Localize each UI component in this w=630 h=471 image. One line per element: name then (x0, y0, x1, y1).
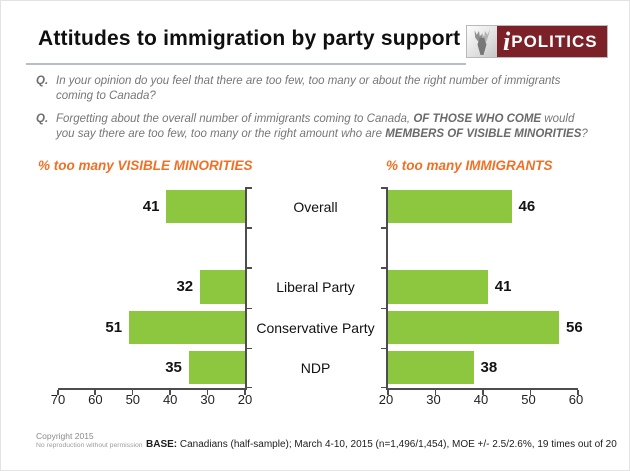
category-axis-tick (247, 227, 252, 229)
question-1: Q. In your opinion do you feel that ther… (36, 74, 591, 104)
category-label-conservative-party: Conservative Party (256, 319, 375, 336)
value-axis-tick (94, 390, 96, 395)
axis-tick-label: 70 (50, 392, 66, 407)
value-axis-tick (529, 390, 531, 395)
axis-tick-label: 60 (568, 392, 584, 407)
bar-value-label: 41 (494, 278, 512, 296)
survey-questions: Q. In your opinion do you feel that ther… (36, 74, 591, 150)
value-axis-tick (434, 390, 436, 395)
value-axis-tick (387, 390, 389, 395)
axis-tick-label: 40 (473, 392, 489, 407)
category-axis-tick (247, 187, 252, 189)
question-2-label: Q. (36, 113, 49, 125)
question-1-label: Q. (36, 75, 49, 87)
axis-tick-label: 50 (125, 392, 141, 407)
copyright-line1: Copyright 2015 (36, 431, 94, 441)
category-axis-tick (381, 307, 386, 310)
category-axis-tick (381, 227, 386, 229)
bar-ndp (188, 350, 245, 384)
bar-value-label: 38 (480, 358, 498, 376)
copyright-note: Copyright 2015 No reproduction without p… (36, 431, 143, 450)
immigrants-chart: 46 41 56 38 (381, 187, 583, 395)
moose-icon (467, 26, 497, 57)
question-2: Q. Forgetting about the overall number o… (36, 112, 591, 142)
header-divider (26, 63, 466, 65)
logo-wordmark: i POLITICS (497, 26, 607, 57)
category-label-liberal-party: Liberal Party (276, 279, 355, 296)
left-chart-title: % too many VISIBLE MINORITIES (38, 158, 253, 173)
category-label-overall: Overall (293, 199, 338, 215)
value-axis-tick (206, 390, 209, 395)
axis-tick-label: 20 (237, 392, 253, 407)
bar-value-label: 56 (566, 318, 583, 336)
right-chart-title: % too many IMMIGRANTS (386, 158, 553, 173)
right-axis-ticklabels: 20 30 40 50 60 (379, 392, 583, 408)
bar-value-label: 51 (105, 318, 123, 336)
bar-overall (388, 190, 512, 224)
category-axis-tick (381, 187, 386, 189)
question-2-text: Forgetting about the overall number of i… (56, 113, 588, 140)
axis-tick-label: 40 (162, 392, 178, 407)
category-label-ndp: NDP (300, 359, 331, 376)
axis-tick-label: 30 (200, 392, 215, 407)
value-axis-tick (244, 390, 246, 395)
axis-tick-label: 50 (521, 392, 536, 407)
bar-overall (166, 190, 245, 224)
bar-value-label: 35 (165, 358, 182, 376)
bar-liberal-party (388, 270, 488, 304)
value-axis-tick (169, 390, 171, 395)
value-axis-tick (131, 390, 134, 395)
base-label: BASE: (146, 439, 178, 450)
left-axis-ticklabels: 70 60 50 40 30 20 (51, 392, 252, 408)
logo-name: POLITICS (511, 31, 598, 51)
copyright-line2: No reproduction without permission (36, 442, 143, 449)
base-note: BASE: Canadians (half-sample); March 4-1… (146, 439, 617, 450)
category-labels: Overall Liberal Party Conservative Party ND… (247, 187, 384, 388)
question-1-text: In your opinion do you feel that there a… (56, 75, 561, 102)
ipolitics-logo: i POLITICS (466, 25, 608, 58)
value-axis-tick (482, 390, 484, 395)
bar-value-label: 41 (142, 198, 160, 215)
category-axis-tick (247, 307, 252, 310)
axis-tick-label: 60 (88, 392, 103, 407)
category-axis-tick (381, 347, 386, 350)
axis-tick-label: 20 (378, 392, 394, 407)
bar-liberal-party (200, 270, 245, 304)
category-axis-tick (247, 347, 252, 350)
bar-value-label: 32 (176, 278, 194, 296)
page-title: Attitudes to immigration by party suppor… (38, 27, 461, 50)
bar-value-label: 46 (518, 198, 536, 215)
category-axis-tick (247, 267, 252, 269)
bar-conservative-party (388, 310, 559, 344)
base-text: Canadians (half-sample); March 4-10, 201… (177, 439, 617, 450)
bar-ndp (388, 350, 474, 384)
value-axis-tick (577, 390, 579, 395)
category-axis-tick (381, 267, 386, 269)
axis-tick-label: 30 (426, 392, 441, 407)
category-axis-tick (247, 386, 252, 388)
category-axis-tick (381, 386, 386, 388)
value-axis-tick (57, 390, 59, 395)
logo-i: i (503, 26, 511, 56)
visible-minorities-chart: 41 32 51 35 (57, 187, 252, 395)
bar-conservative-party (129, 310, 245, 344)
